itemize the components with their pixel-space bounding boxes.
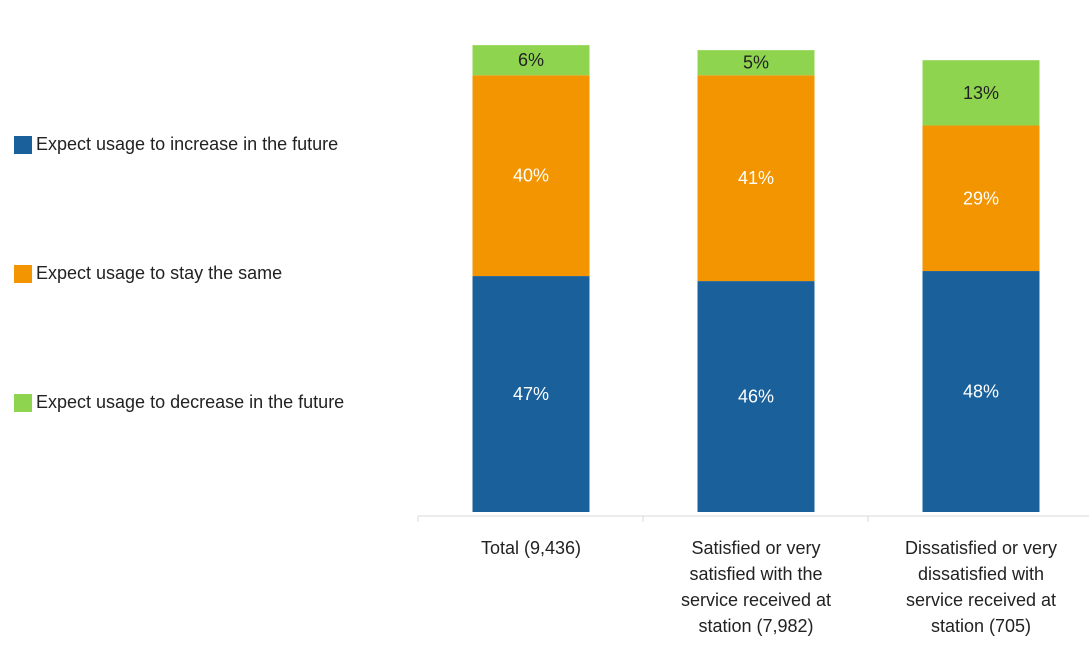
data-label: 41% xyxy=(738,168,774,188)
legend-item: Expect usage to increase in the future xyxy=(14,134,338,155)
data-label: 29% xyxy=(963,188,999,208)
data-label: 46% xyxy=(738,387,774,407)
category-label: Satisfied or very satisfied with the servi… xyxy=(651,535,861,639)
legend-swatch xyxy=(14,135,32,154)
data-label: 47% xyxy=(513,384,549,404)
data-label: 48% xyxy=(963,382,999,402)
category-label-line: Dissatisfied or very xyxy=(904,538,1058,558)
category-label-line: satisfied with the xyxy=(689,564,823,584)
legend-label: Expect usage to stay the same xyxy=(36,263,283,283)
bar-segment xyxy=(697,281,815,512)
bar-segment xyxy=(697,75,815,282)
category-label-line: Total (9,436) xyxy=(480,538,582,558)
data-labels-group: 47% 40% 6% 46% 41% 5% 48% 29% 13% xyxy=(513,50,999,406)
category-label-line: service received at xyxy=(905,590,1057,610)
category-label: Total (9,436) xyxy=(426,535,636,561)
legend-item: Expect usage to stay the same xyxy=(14,263,282,284)
legend: Expect usage to increase in the future Ex… xyxy=(14,0,454,520)
category-label-line: Satisfied or very xyxy=(691,538,821,558)
category-label-line: service received at xyxy=(680,590,832,610)
legend-swatch xyxy=(14,393,32,412)
bar-segment xyxy=(922,60,1040,126)
data-label: 13% xyxy=(963,83,999,103)
category-label-line: station (7,982) xyxy=(698,616,814,636)
legend-item: Expect usage to decrease in the future xyxy=(14,392,344,413)
bar-segment xyxy=(697,50,815,76)
bar-segment xyxy=(472,75,590,277)
bar-segment xyxy=(922,125,1040,272)
legend-label: Expect usage to increase in the future xyxy=(36,134,339,154)
category-axis xyxy=(417,515,1089,522)
legend-label: Expect usage to decrease in the future xyxy=(36,392,345,412)
data-label: 40% xyxy=(513,166,549,186)
category-label-line: dissatisfied with xyxy=(917,564,1045,584)
data-label: 5% xyxy=(743,53,769,73)
bar-segment xyxy=(922,271,1040,512)
data-label: 6% xyxy=(518,50,544,70)
bar-segment xyxy=(472,45,590,76)
category-label-line: station (705) xyxy=(930,616,1032,636)
category-label: Dissatisfied or very dissatisfied with ser… xyxy=(876,535,1086,639)
legend-swatch xyxy=(14,264,32,283)
bars-group xyxy=(472,45,1040,512)
bar-segment xyxy=(472,276,590,512)
